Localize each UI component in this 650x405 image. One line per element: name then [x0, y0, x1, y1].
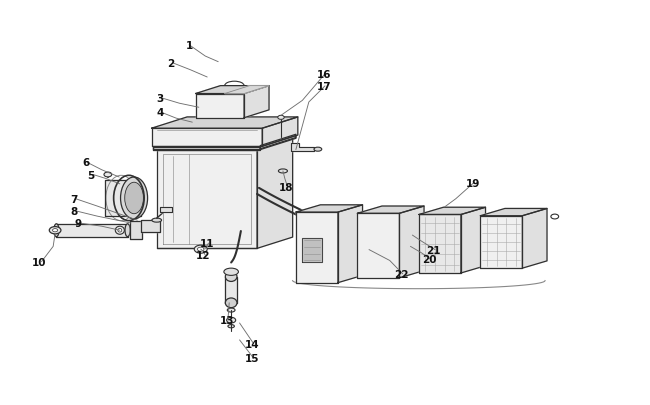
Polygon shape — [419, 215, 461, 273]
Polygon shape — [296, 213, 338, 283]
Text: 18: 18 — [279, 182, 293, 192]
Ellipse shape — [278, 170, 287, 173]
Text: 17: 17 — [317, 82, 331, 92]
Circle shape — [227, 318, 236, 323]
Polygon shape — [160, 207, 172, 213]
Polygon shape — [480, 216, 523, 269]
Polygon shape — [226, 277, 237, 303]
Ellipse shape — [227, 308, 235, 312]
Circle shape — [194, 245, 207, 254]
Polygon shape — [338, 205, 363, 283]
Ellipse shape — [224, 269, 239, 276]
Ellipse shape — [125, 183, 144, 214]
Polygon shape — [400, 207, 424, 278]
Ellipse shape — [125, 224, 130, 237]
Text: 5: 5 — [87, 170, 94, 180]
Text: 4: 4 — [156, 108, 164, 118]
Text: 14: 14 — [245, 339, 260, 349]
Polygon shape — [480, 209, 547, 216]
Text: 20: 20 — [422, 255, 437, 264]
Ellipse shape — [152, 219, 162, 223]
Polygon shape — [140, 221, 160, 232]
Circle shape — [53, 229, 58, 232]
Ellipse shape — [115, 227, 124, 234]
Polygon shape — [57, 224, 127, 237]
Polygon shape — [262, 117, 298, 147]
Text: 10: 10 — [32, 257, 46, 267]
Text: 7: 7 — [70, 194, 77, 204]
Ellipse shape — [120, 177, 148, 220]
Polygon shape — [302, 239, 322, 263]
Text: 19: 19 — [465, 178, 480, 188]
Circle shape — [198, 247, 204, 252]
Polygon shape — [129, 222, 142, 239]
Polygon shape — [291, 144, 314, 152]
Polygon shape — [523, 209, 547, 269]
Polygon shape — [225, 86, 269, 94]
Text: 16: 16 — [317, 70, 331, 79]
Polygon shape — [461, 208, 486, 273]
Text: 6: 6 — [82, 158, 89, 168]
Text: 9: 9 — [74, 218, 81, 228]
Text: 15: 15 — [245, 354, 260, 364]
Text: 8: 8 — [70, 207, 77, 216]
Ellipse shape — [226, 298, 237, 308]
Text: 1: 1 — [185, 40, 192, 51]
Polygon shape — [257, 139, 292, 249]
Polygon shape — [419, 208, 486, 215]
Ellipse shape — [54, 224, 59, 237]
Text: 21: 21 — [426, 245, 441, 255]
Polygon shape — [151, 117, 298, 129]
Circle shape — [104, 173, 112, 177]
Polygon shape — [296, 205, 363, 213]
Text: 13: 13 — [219, 315, 234, 325]
Polygon shape — [196, 94, 244, 118]
Polygon shape — [260, 135, 296, 149]
Circle shape — [49, 227, 61, 234]
Text: 12: 12 — [196, 251, 211, 260]
Circle shape — [551, 215, 558, 220]
Polygon shape — [358, 207, 424, 214]
Polygon shape — [105, 181, 142, 216]
Polygon shape — [260, 136, 296, 150]
Text: 22: 22 — [394, 269, 409, 279]
Polygon shape — [153, 146, 260, 149]
Ellipse shape — [118, 229, 122, 232]
Ellipse shape — [228, 325, 235, 328]
Polygon shape — [196, 86, 269, 94]
Polygon shape — [157, 150, 257, 249]
Text: 11: 11 — [200, 239, 214, 249]
Ellipse shape — [314, 148, 322, 152]
Polygon shape — [244, 86, 269, 118]
Circle shape — [278, 116, 284, 120]
Text: 2: 2 — [167, 59, 175, 69]
Polygon shape — [157, 139, 292, 150]
Polygon shape — [358, 214, 400, 278]
Text: 3: 3 — [157, 94, 164, 104]
Ellipse shape — [226, 272, 237, 282]
Polygon shape — [151, 129, 262, 147]
Polygon shape — [153, 147, 260, 150]
